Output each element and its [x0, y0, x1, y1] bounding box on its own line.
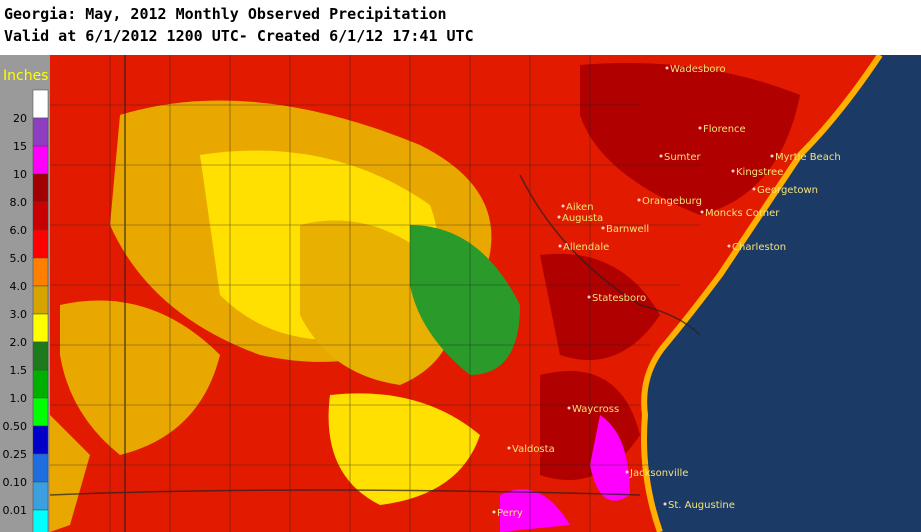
legend-swatch [32, 257, 49, 287]
city-dot [561, 204, 565, 208]
city-dot [659, 154, 663, 158]
legend-label: 1.0 [10, 392, 28, 405]
legend: Inches 20 15 10 8.0 6.0 5.0 4.0 3.0 2.0 1.5 1.0 0.50… [3, 68, 49, 532]
city-dot [625, 470, 629, 474]
legend-swatch [32, 369, 49, 399]
legend-label: 4.0 [10, 280, 28, 293]
city-dot [665, 66, 669, 70]
legend-label: 20 [13, 112, 27, 125]
city-label: Orangeburg [642, 196, 702, 207]
city-dot [558, 244, 562, 248]
city-dot [507, 446, 511, 450]
legend-label: 2.0 [10, 336, 28, 349]
legend-swatch [32, 453, 49, 483]
legend-swatch [32, 285, 49, 315]
subtitle: Valid at 6/1/2012 1200 UTC- Created 6/1/… [4, 27, 474, 45]
legend-label: 3.0 [10, 308, 28, 321]
city-dot [567, 406, 571, 410]
city-label: Allendale [563, 242, 609, 253]
city-label: St. Augustine [668, 500, 735, 511]
city-label: Barnwell [606, 224, 649, 235]
city-dot [731, 169, 735, 173]
city-dot [663, 502, 667, 506]
title: Georgia: May, 2012 Monthly Observed Prec… [4, 5, 447, 23]
legend-swatch [32, 117, 49, 147]
legend-swatch [32, 341, 49, 371]
legend-swatch [32, 201, 49, 231]
legend-label: 0.25 [3, 448, 28, 461]
city-dot [557, 215, 561, 219]
legend-label: 0.10 [3, 476, 28, 489]
city-label: Valdosta [512, 444, 555, 455]
legend-unit: Inches [3, 68, 48, 84]
city-label: Wadesboro [670, 64, 726, 75]
city-dot [492, 510, 496, 514]
city-label: Myrtle Beach [775, 152, 841, 163]
legend-swatch [32, 509, 49, 532]
city-label: Georgetown [757, 185, 818, 196]
city-label: Augusta [562, 213, 603, 224]
city-dot [727, 244, 731, 248]
legend-swatch [32, 173, 49, 203]
legend-label: 6.0 [10, 224, 28, 237]
legend-label: 1.5 [10, 364, 28, 377]
legend-swatch [32, 313, 49, 343]
county-lines [49, 55, 701, 532]
legend-label: 0.01 [3, 504, 28, 517]
legend-swatch [32, 481, 49, 511]
legend-swatch [32, 145, 49, 175]
city-label: Sumter [664, 152, 702, 163]
city-label: Statesboro [592, 293, 646, 304]
legend-label: 10 [13, 168, 27, 181]
city-label: Florence [703, 124, 746, 135]
city-dot [700, 210, 704, 214]
city-dot [587, 295, 591, 299]
coastline [641, 55, 883, 532]
legend-label: 15 [13, 140, 27, 153]
legend-swatch [32, 425, 49, 455]
city-labels: Wadesboro Florence Myrtle Beach Sumter Kings… [492, 64, 841, 519]
city-label: Kingstree [736, 167, 783, 178]
legend-swatch [32, 89, 49, 119]
city-dot [698, 126, 702, 130]
legend-label: 0.50 [3, 420, 28, 433]
city-dot [601, 226, 605, 230]
city-label: Charleston [732, 242, 786, 253]
legend-swatch [32, 397, 49, 427]
city-label: Jacksonville [629, 468, 688, 479]
legend-label: 8.0 [10, 196, 28, 209]
city-label: Perry [497, 508, 523, 519]
city-dot [752, 187, 756, 191]
city-label: Waycross [572, 404, 619, 415]
ocean [644, 55, 921, 532]
map: Inches 20 15 10 8.0 6.0 5.0 4.0 3.0 2.0 1.5 1.0 0.50… [0, 55, 921, 532]
city-dot [770, 154, 774, 158]
precip-patches [50, 63, 800, 532]
city-label: Aiken [566, 202, 594, 213]
legend-label: 5.0 [10, 252, 28, 265]
city-dot [637, 198, 641, 202]
city-label: Moncks Corner [705, 208, 780, 219]
legend-swatch [32, 229, 49, 259]
